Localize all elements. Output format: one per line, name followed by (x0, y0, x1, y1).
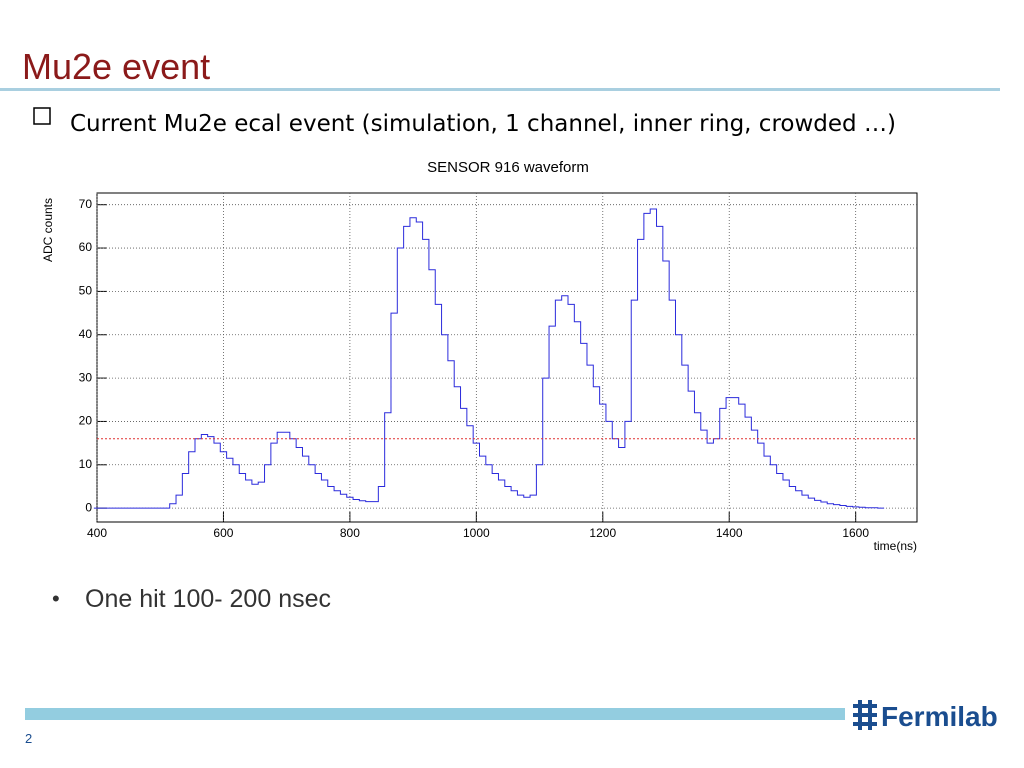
x-tick-label: 1000 (463, 526, 490, 540)
x-tick-label: 1600 (842, 526, 869, 540)
chart-title: SENSOR 916 waveform (427, 159, 589, 176)
y-tick-label: 30 (79, 370, 93, 384)
y-tick-label: 0 (85, 500, 92, 514)
logo-icon (853, 700, 877, 730)
waveform (93, 208, 885, 509)
plot-frame (96, 192, 918, 523)
x-tick-label: 600 (213, 526, 233, 540)
y-axis-label: ADC counts (41, 198, 55, 262)
logo-text: Fermilab (881, 701, 998, 732)
bullet-text: Current Mu2e ecal event (simulation, 1 c… (70, 111, 896, 137)
y-tick-label: 60 (79, 240, 93, 254)
x-axis-label: time(ns) (874, 539, 917, 553)
checkbox-bullet (33, 107, 51, 125)
y-tick-label: 10 (79, 457, 93, 471)
x-tick-label: 1200 (589, 526, 616, 540)
y-tick-label: 50 (79, 284, 93, 298)
title-rule (0, 88, 1000, 91)
x-tick-label: 800 (340, 526, 360, 540)
slide-title: Mu2e event (22, 46, 210, 87)
footer-bar (25, 708, 845, 720)
y-tick-label: 40 (79, 327, 93, 341)
x-tick-label: 1400 (716, 526, 743, 540)
bullet-text: One hit 100- 200 nsec (85, 585, 331, 613)
y-tick-label: 20 (79, 414, 93, 428)
x-tick-label: 400 (87, 526, 107, 540)
page-number: 2 (25, 731, 32, 746)
bullet-dot: • (52, 586, 60, 611)
y-tick-label: 70 (79, 197, 93, 211)
